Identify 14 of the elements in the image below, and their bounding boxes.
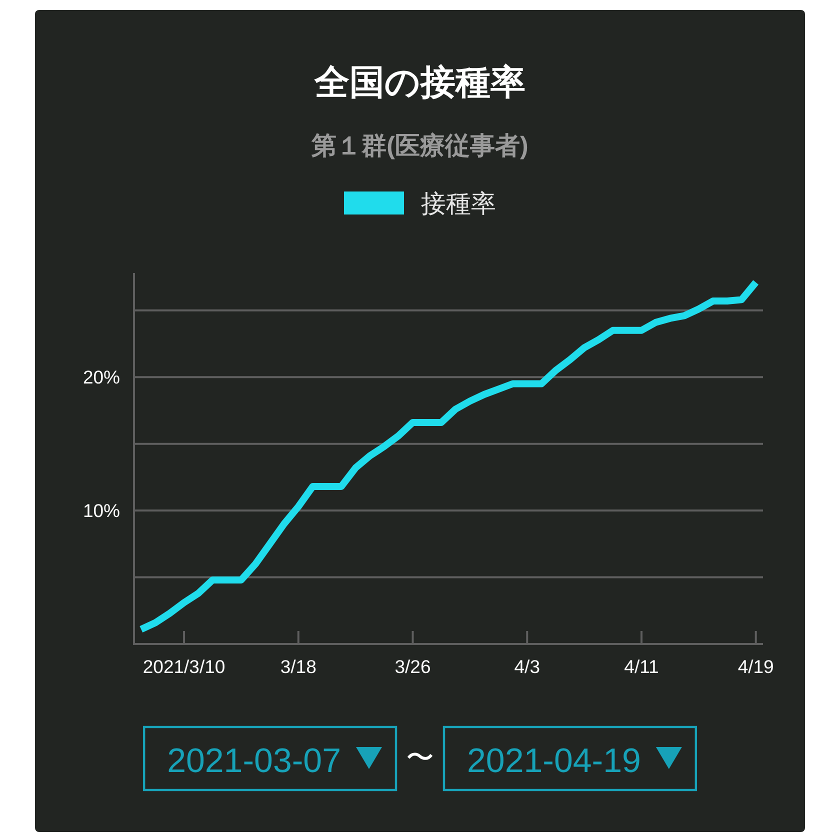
date-text: 2021-03-07 [167, 742, 341, 780]
x-tick-label: 3/26 [394, 656, 431, 677]
x-tick-label: 4/3 [514, 656, 540, 677]
x-tick-label: 2021/3/10 [142, 656, 226, 677]
legend-label: 接種率 [421, 190, 496, 218]
y-tick-label: 10% [82, 500, 120, 522]
separator-text: 〜 [406, 742, 434, 773]
subtitle: 第１群(医療従事者) [312, 132, 528, 160]
x-tick-label: 4/11 [624, 656, 659, 677]
y-tick-label: 20% [82, 366, 120, 388]
x-tick-label: 4/19 [738, 656, 774, 677]
title: 全国の接種率 [314, 63, 526, 102]
date-text: 2021-04-19 [467, 742, 641, 780]
x-tick-label: 3/18 [280, 656, 316, 677]
